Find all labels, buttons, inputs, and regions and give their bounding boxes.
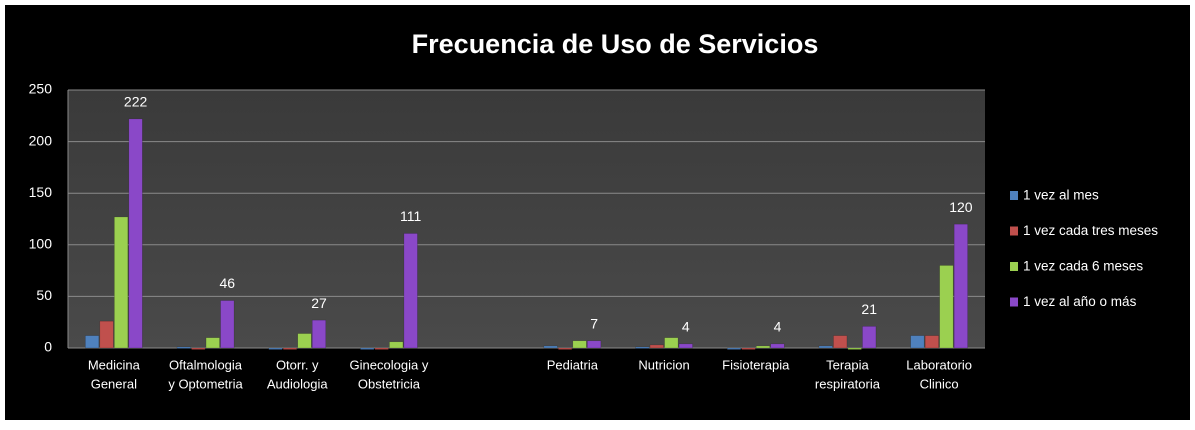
bar xyxy=(924,335,939,349)
data-label: 7 xyxy=(590,315,598,331)
legend-swatch xyxy=(1010,297,1018,307)
y-tick-label: 50 xyxy=(36,287,52,303)
bar xyxy=(741,347,756,350)
data-label: 21 xyxy=(861,301,877,317)
bar xyxy=(910,335,925,349)
legend-label: 1 vez cada tres meses xyxy=(1023,223,1158,238)
x-tick-label: Obstetricia xyxy=(358,376,421,391)
data-label: 4 xyxy=(682,319,690,335)
data-label: 222 xyxy=(124,94,148,110)
x-tick-label: Terapia xyxy=(826,357,869,372)
y-tick-label: 200 xyxy=(29,132,53,148)
bar xyxy=(939,265,954,349)
x-tick-label: Otorr. y xyxy=(276,357,319,372)
bar xyxy=(283,347,297,350)
legend-label: 1 vez al mes xyxy=(1023,188,1099,203)
bar xyxy=(664,337,679,349)
bar xyxy=(572,340,587,349)
x-tick-label: y Optometria xyxy=(168,376,243,391)
legend-swatch xyxy=(1010,226,1018,236)
plot-area xyxy=(68,90,985,348)
x-tick-label: Fisioterapia xyxy=(722,357,790,372)
bar xyxy=(587,340,602,349)
x-tick-label: Oftalmologia xyxy=(169,357,243,372)
x-tick-label: Laboratorio xyxy=(906,357,972,372)
bar xyxy=(191,347,206,350)
bar xyxy=(678,343,693,349)
y-tick-label: 150 xyxy=(29,184,53,200)
bar xyxy=(649,344,664,349)
y-tick-label: 100 xyxy=(29,236,53,252)
bar xyxy=(268,347,283,350)
chart-title: Frecuencia de Uso de Servicios xyxy=(412,29,819,59)
bar xyxy=(543,345,558,349)
y-tick-label: 250 xyxy=(29,81,53,97)
x-tick-label: Clinico xyxy=(920,376,959,391)
legend-swatch xyxy=(1010,262,1018,271)
x-tick-label: Medicina xyxy=(88,357,141,372)
bar xyxy=(374,347,389,350)
x-tick-label: General xyxy=(91,376,137,391)
bar xyxy=(756,345,770,349)
bar xyxy=(114,216,129,349)
bar xyxy=(558,347,573,350)
bar xyxy=(847,347,862,350)
data-label: 4 xyxy=(774,319,782,335)
x-tick-label: respiratoria xyxy=(815,376,881,391)
data-label: 27 xyxy=(311,295,327,311)
bar xyxy=(635,346,650,349)
bar xyxy=(220,300,235,349)
bar xyxy=(953,223,968,349)
data-label: 46 xyxy=(220,275,236,291)
bar xyxy=(297,333,312,349)
legend-label: 1 vez al año o más xyxy=(1023,294,1137,309)
bar xyxy=(862,326,877,349)
y-tick-label: 0 xyxy=(44,339,52,355)
bar xyxy=(818,345,833,349)
x-tick-label: Pediatria xyxy=(547,357,599,372)
bar xyxy=(403,233,418,349)
bar xyxy=(727,347,741,350)
bar xyxy=(128,118,143,349)
bar xyxy=(389,341,404,349)
data-label: 120 xyxy=(949,199,973,215)
bar xyxy=(205,337,220,349)
bar xyxy=(85,335,100,349)
legend-swatch xyxy=(1010,191,1018,200)
x-tick-label: Nutricion xyxy=(638,357,689,372)
bar xyxy=(312,319,326,349)
bar xyxy=(360,347,375,350)
legend-label: 1 vez cada 6 meses xyxy=(1023,259,1143,274)
bar xyxy=(770,343,785,349)
bar xyxy=(833,335,848,349)
bar xyxy=(99,320,114,349)
x-tick-label: Ginecologia y xyxy=(350,357,429,372)
x-tick-label: Audiologia xyxy=(267,376,328,391)
bar xyxy=(176,346,191,349)
data-label: 111 xyxy=(400,208,421,224)
